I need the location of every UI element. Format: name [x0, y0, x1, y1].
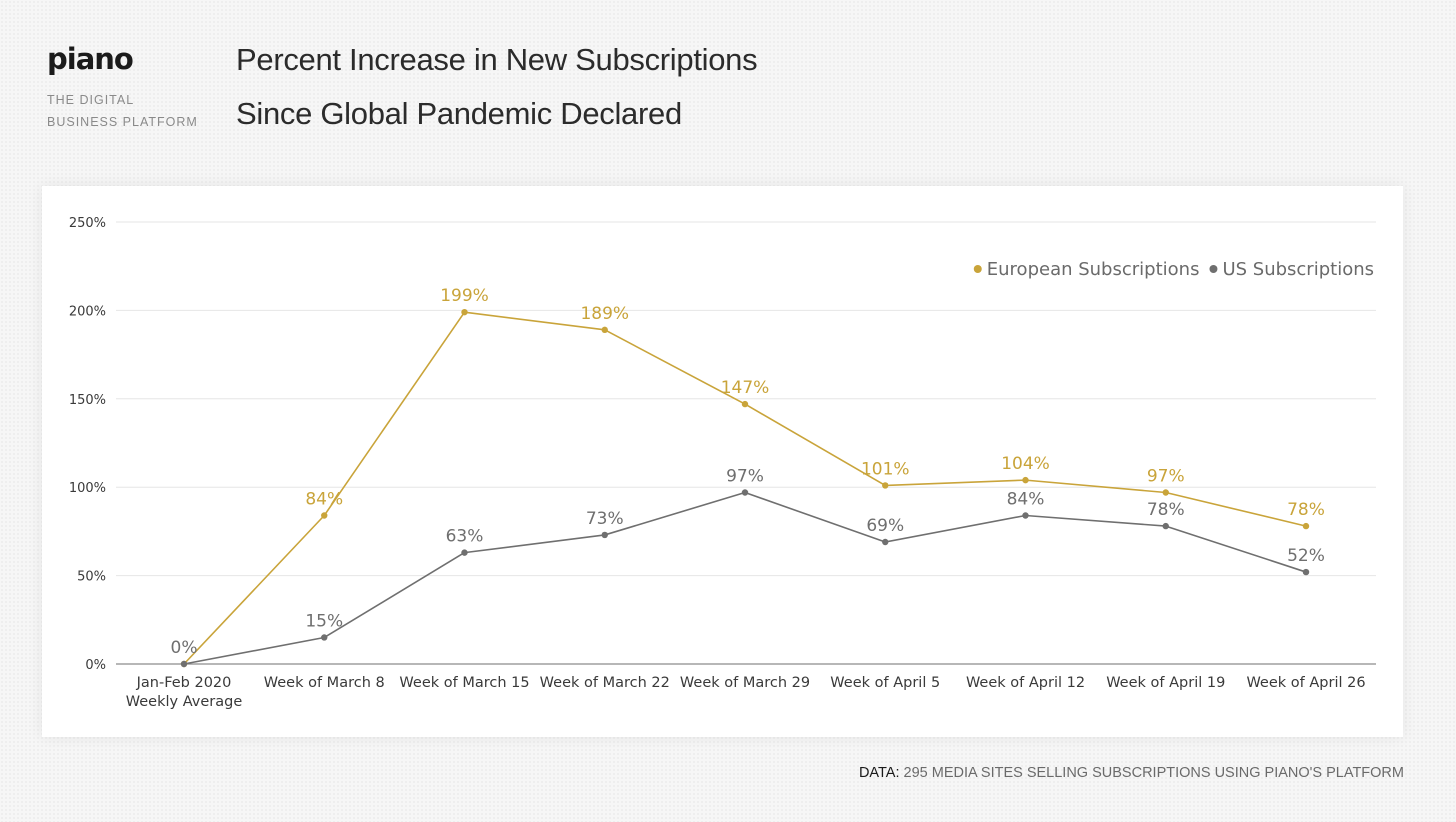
x-tick-label: Week of April 12 [966, 675, 1085, 691]
data-point [882, 538, 889, 546]
data-label: 97% [726, 467, 764, 487]
data-source-footer: DATA: 295 MEDIA SITES SELLING SUBSCRIPTI… [859, 765, 1404, 781]
x-tick-label: Jan-Feb 2020 [136, 675, 232, 691]
piano-logo: piano [47, 42, 134, 76]
data-point [1302, 568, 1310, 576]
data-point [461, 308, 468, 316]
data-label: 199% [440, 286, 489, 306]
tagline-line-1: THE DIGITAL [47, 93, 135, 107]
legend-marker [1209, 265, 1218, 273]
chart-title-line-2: Since Global Pandemic Declared [236, 96, 682, 131]
y-tick-label: 200% [69, 304, 106, 319]
y-tick-label: 0% [85, 658, 106, 673]
data-label: 84% [1007, 489, 1045, 509]
data-point [882, 482, 889, 489]
tagline: THE DIGITAL BUSINESS PLATFORM [47, 89, 198, 133]
data-label: 189% [580, 304, 629, 324]
data-label: 97% [1147, 467, 1185, 487]
data-point [321, 512, 328, 519]
x-tick-label: Week of April 26 [1246, 675, 1365, 691]
data-label: 52% [1287, 546, 1325, 566]
x-tick-label: Week of March 22 [540, 675, 670, 691]
tagline-line-2: BUSINESS PLATFORM [47, 115, 198, 129]
legend-label: US Subscriptions [1222, 259, 1374, 280]
data-label: 73% [586, 509, 624, 529]
data-point [461, 549, 468, 556]
chart-card: 0% 50% 100% 150% 200% 250% Jan-Feb 2020 Weekly … [42, 186, 1403, 737]
x-tick-label: Week of March 8 [264, 675, 385, 691]
series-line-0 [183, 311, 1307, 665]
data-point [180, 660, 188, 668]
data-label: 101% [861, 459, 910, 479]
data-label: 69% [866, 516, 904, 536]
series-line-1 [183, 491, 1307, 665]
legend-marker [973, 265, 982, 273]
data-point [321, 634, 328, 641]
data-point [741, 400, 749, 408]
y-tick-label: 50% [77, 570, 106, 585]
data-point [1302, 522, 1310, 530]
x-tick-label: Week of April 19 [1106, 675, 1225, 691]
y-tick-label: 150% [69, 393, 106, 408]
legend-label: European Subscriptions [987, 259, 1200, 280]
data-label: 78% [1287, 500, 1325, 520]
data-point [1022, 476, 1029, 484]
data-source-label: DATA: [858, 765, 900, 781]
data-point [601, 531, 608, 539]
data-label: 63% [446, 527, 484, 547]
data-point [1162, 522, 1169, 530]
x-tick-label: Weekly Average [126, 694, 243, 710]
data-point [601, 326, 608, 334]
x-tick-label: Week of March 29 [680, 675, 810, 691]
x-tick-label: Week of April 5 [830, 675, 940, 691]
chart-title-line-1: Percent Increase in New Subscriptions [236, 42, 758, 77]
data-label: 78% [1147, 500, 1185, 520]
data-label: 15% [305, 611, 343, 631]
data-label: 0% [171, 638, 198, 658]
data-point [1022, 512, 1029, 519]
data-point [1162, 489, 1169, 496]
data-label: 104% [1001, 454, 1050, 474]
line-chart: 0% 50% 100% 150% 200% 250% Jan-Feb 2020 Weekly … [69, 216, 1376, 710]
data-label: 84% [305, 489, 343, 509]
y-tick-label: 100% [69, 481, 106, 496]
data-source-text: 295 MEDIA SITES SELLING SUBSCRIPTIONS US… [903, 765, 1404, 781]
x-tick-label: Week of March 15 [399, 675, 529, 691]
data-point [741, 489, 749, 496]
data-label: 147% [721, 378, 770, 398]
y-tick-label: 250% [69, 216, 106, 231]
